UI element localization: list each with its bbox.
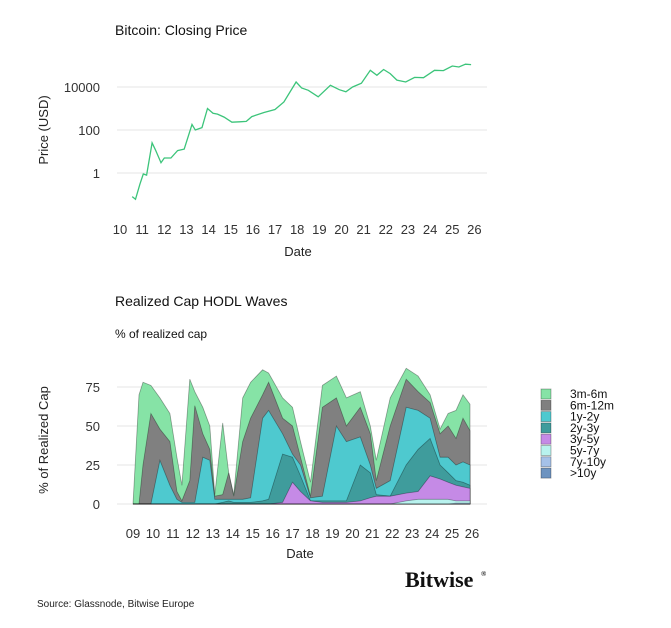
- hodl-x-tick-label: 12: [186, 526, 200, 541]
- legend-swatch: [540, 399, 552, 411]
- legend-label: 3m-6m: [570, 387, 607, 401]
- legend: 3m-6m6m-12m1y-2y2y-3y3y-5y5y-7y7y-10y>10…: [540, 387, 614, 480]
- legend-item-6m-12m: 6m-12m: [540, 398, 614, 412]
- hodl-x-tick-label: 23: [405, 526, 419, 541]
- legend-item-1y-2y: 1y-2y: [540, 410, 599, 424]
- legend-swatch: [540, 456, 552, 468]
- hodl-y-tick-label: 75: [86, 380, 100, 395]
- hodl-x-tick-label: 18: [305, 526, 319, 541]
- hodl-y-axis-label: % of Realized Cap: [36, 386, 51, 494]
- legend-swatch: [540, 467, 552, 479]
- legend-label: >10y: [570, 466, 596, 480]
- hodl-band-3y-5y: [133, 475, 471, 505]
- price-x-tick-label: 21: [356, 222, 370, 237]
- hodl-chart-title: Realized Cap HODL Waves: [115, 293, 287, 309]
- price-x-axis-label: Date: [284, 244, 311, 259]
- hodl-y-tick-label: 25: [86, 458, 100, 473]
- price-x-tick-label: 22: [379, 222, 393, 237]
- legend-label: 5y-7y: [570, 444, 599, 458]
- legend-label: 7y-10y: [570, 455, 606, 469]
- price-x-tick-label: 23: [401, 222, 415, 237]
- legend-item-gt10y: >10y: [540, 466, 596, 480]
- price-x-tick-label: 12: [157, 222, 171, 237]
- price-x-tick-label: 19: [312, 222, 326, 237]
- legend-label: 2y-3y: [570, 421, 599, 435]
- hodl-x-tick-label: 10: [146, 526, 160, 541]
- price-x-tick-label: 25: [445, 222, 459, 237]
- hodl-x-tick-label: 25: [445, 526, 459, 541]
- legend-swatch: [540, 445, 552, 456]
- hodl-x-tick-label: 24: [425, 526, 439, 541]
- source-note: Source: Glassnode, Bitwise Europe: [37, 599, 195, 610]
- price-chart: Bitcoin: Closing Price Price (USD) Date …: [36, 22, 487, 259]
- legend-swatch: [540, 411, 552, 423]
- hodl-x-tick-label: 15: [245, 526, 259, 541]
- price-y-tick-label: 10000: [64, 80, 100, 95]
- hodl-x-tick-label: 09: [126, 526, 140, 541]
- hodl-y-tick-label: 0: [93, 497, 100, 512]
- price-y-axis-label: Price (USD): [36, 95, 51, 164]
- hodl-band-7y-10y: [133, 502, 471, 505]
- hodl-x-axis-label: Date: [286, 546, 313, 561]
- hodl-x-tick-label: 19: [325, 526, 339, 541]
- legend-swatch: [540, 433, 552, 445]
- hodl-x-tick-label: 11: [166, 526, 180, 541]
- legend-item-3y-5y: 3y-5y: [540, 432, 599, 446]
- price-x-tick-label: 16: [246, 222, 260, 237]
- legend-item-5y-7y: 5y-7y: [540, 444, 599, 458]
- price-x-tick-label: 20: [334, 222, 348, 237]
- hodl-band-6m-12m: [133, 378, 471, 505]
- legend-label: 1y-2y: [570, 410, 599, 424]
- hodl-chart: Realized Cap HODL Waves % of realized ca…: [36, 293, 614, 561]
- legend-swatch: [540, 388, 552, 400]
- hodl-x-tick-label: 22: [385, 526, 399, 541]
- price-x-tick-label: 15: [224, 222, 238, 237]
- price-x-tick-label: 18: [290, 222, 304, 237]
- price-line: [131, 63, 472, 201]
- legend-item-2y-3y: 2y-3y: [540, 421, 599, 435]
- hodl-x-tick-label: 16: [265, 526, 279, 541]
- hodl-y-tick-label: 50: [86, 419, 100, 434]
- bitwise-logo: Bitwise ®: [405, 567, 487, 592]
- price-x-tick-label: 10: [113, 222, 127, 237]
- legend-swatch: [540, 422, 552, 434]
- legend-label: 3y-5y: [570, 432, 599, 446]
- price-chart-title: Bitcoin: Closing Price: [115, 22, 247, 38]
- legend-label: 6m-12m: [570, 398, 614, 412]
- price-y-tick-label: 100: [78, 123, 100, 138]
- price-x-tick-label: 14: [201, 222, 215, 237]
- hodl-x-tick-label: 20: [345, 526, 359, 541]
- price-x-tick-label: 24: [423, 222, 437, 237]
- price-x-tick-label: 17: [268, 222, 282, 237]
- hodl-x-tick-label: 13: [206, 526, 220, 541]
- hodl-x-tick-label: 21: [365, 526, 379, 541]
- logo-registered-mark: ®: [481, 570, 487, 578]
- hodl-x-tick-label: 26: [465, 526, 479, 541]
- price-x-tick-label: 13: [179, 222, 193, 237]
- hodl-x-tick-label: 17: [285, 526, 299, 541]
- price-x-tick-label: 26: [467, 222, 481, 237]
- logo-text: Bitwise: [405, 567, 474, 592]
- legend-item-7y-10y: 7y-10y: [540, 455, 606, 469]
- hodl-x-tick-label: 14: [225, 526, 239, 541]
- price-y-tick-label: 1: [93, 166, 100, 181]
- hodl-chart-subtitle: % of realized cap: [115, 327, 207, 341]
- legend-item-3m-6m: 3m-6m: [540, 387, 607, 401]
- price-x-tick-label: 11: [135, 222, 149, 237]
